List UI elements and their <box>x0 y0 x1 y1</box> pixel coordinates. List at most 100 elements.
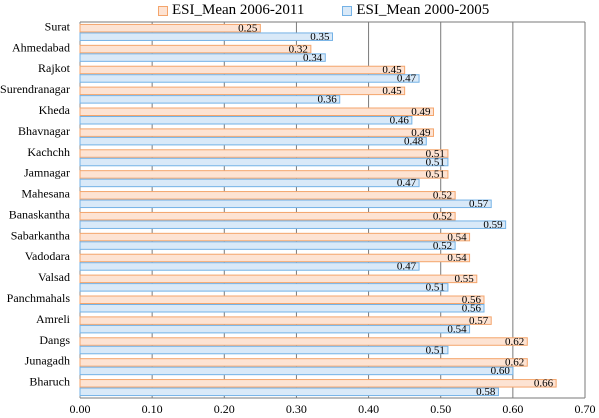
bar <box>79 241 456 250</box>
data-label: 0.51 <box>426 148 445 160</box>
category-label: Kachchh <box>27 145 70 159</box>
x-tick-label: 0.50 <box>430 402 451 416</box>
data-label: 0.60 <box>491 365 511 377</box>
x-tick-label: 0.30 <box>286 402 307 416</box>
bar <box>79 116 413 125</box>
bar <box>79 337 528 346</box>
data-label: 0.51 <box>426 282 445 294</box>
data-label: 0.51 <box>426 169 445 181</box>
data-label: 0.47 <box>397 177 417 189</box>
data-label: 0.54 <box>447 231 467 243</box>
bar <box>79 86 406 96</box>
category-label: Amreli <box>36 312 71 326</box>
category-label: Surat <box>45 19 71 33</box>
bar <box>79 199 492 209</box>
bar <box>79 366 514 376</box>
data-label: 0.52 <box>433 240 452 252</box>
category-label: Surendranagar <box>0 82 70 96</box>
x-tick-label: 0.00 <box>70 402 91 416</box>
bar <box>79 136 427 146</box>
data-label: 0.57 <box>469 315 489 327</box>
data-label: 0.54 <box>447 323 467 335</box>
bar <box>79 170 449 179</box>
x-tick-label: 0.60 <box>502 402 523 416</box>
bar <box>79 387 499 397</box>
data-label: 0.51 <box>426 156 445 168</box>
data-label: 0.46 <box>390 115 410 127</box>
bar <box>79 65 406 75</box>
data-label: 0.32 <box>289 43 308 55</box>
data-label: 0.45 <box>382 85 402 97</box>
data-label: 0.47 <box>397 73 417 85</box>
legend-swatch-series-1 <box>158 5 168 16</box>
data-label: 0.51 <box>426 344 445 356</box>
data-label: 0.25 <box>238 22 258 34</box>
bar <box>79 53 326 62</box>
category-label: Dangs <box>39 333 70 347</box>
bar <box>79 274 478 284</box>
data-label: 0.62 <box>505 357 524 369</box>
data-label: 0.49 <box>411 106 431 118</box>
category-label: Panchmahals <box>7 291 71 305</box>
bar <box>79 107 434 116</box>
legend-label-series-1: ESI_Mean 2006-2011 <box>172 2 305 18</box>
data-label: 0.52 <box>433 190 452 202</box>
category-label: Mahesana <box>21 187 70 201</box>
data-label: 0.66 <box>534 378 554 390</box>
legend: ESI_Mean 2006-2011 ESI_Mean 2000-2005 <box>158 2 489 19</box>
category-label: Banaskantha <box>9 207 71 221</box>
legend-item-series-1: ESI_Mean 2006-2011 <box>158 2 304 19</box>
bar <box>79 295 485 304</box>
data-label: 0.35 <box>310 31 330 43</box>
category-label: Jamnagar <box>24 166 70 180</box>
bar <box>79 304 485 313</box>
data-label: 0.48 <box>404 135 424 147</box>
legend-label-series-2: ESI_Mean 2000-2005 <box>356 2 490 18</box>
data-label: 0.59 <box>483 219 503 231</box>
bar <box>79 232 471 242</box>
bar <box>79 191 456 200</box>
bar <box>79 211 456 221</box>
data-label: 0.55 <box>455 273 475 285</box>
x-tick-label: 0.40 <box>358 402 379 416</box>
data-label: 0.52 <box>433 210 452 222</box>
bar <box>79 32 333 41</box>
data-label: 0.56 <box>462 303 482 315</box>
legend-item-series-2: ESI_Mean 2000-2005 <box>342 2 489 19</box>
bar <box>79 157 449 167</box>
data-label: 0.49 <box>411 127 431 139</box>
data-label: 0.47 <box>397 261 417 273</box>
data-label: 0.45 <box>382 64 402 76</box>
category-label: Vadodara <box>25 249 71 263</box>
bar <box>79 220 507 229</box>
bar <box>79 379 557 388</box>
bar <box>79 283 449 292</box>
bar <box>79 23 261 33</box>
data-label: 0.56 <box>462 294 482 306</box>
category-label: Sabarkantha <box>11 228 71 242</box>
x-tick-label: 0.20 <box>214 402 235 416</box>
bar <box>79 324 471 334</box>
data-label: 0.54 <box>447 252 467 264</box>
bar <box>79 316 492 325</box>
bar <box>79 44 312 54</box>
bar <box>79 345 449 355</box>
x-tick-label: 0.70 <box>575 402 596 416</box>
category-label: Ahmedabad <box>12 40 70 54</box>
category-label: Bhavnagar <box>18 124 70 138</box>
data-label: 0.58 <box>476 386 496 398</box>
data-label: 0.62 <box>505 336 524 348</box>
bar <box>79 95 341 104</box>
category-label: Valsad <box>38 270 70 284</box>
x-tick-label: 0.10 <box>142 402 163 416</box>
bar <box>79 178 420 188</box>
category-label: Bharuch <box>29 375 70 389</box>
legend-swatch-series-2 <box>342 5 353 16</box>
data-label: 0.34 <box>303 52 323 64</box>
bar <box>79 74 420 83</box>
category-label: Rajkot <box>38 61 71 75</box>
category-label: Junagadh <box>25 354 70 368</box>
bar <box>79 128 434 137</box>
category-label: Kheda <box>39 103 71 117</box>
